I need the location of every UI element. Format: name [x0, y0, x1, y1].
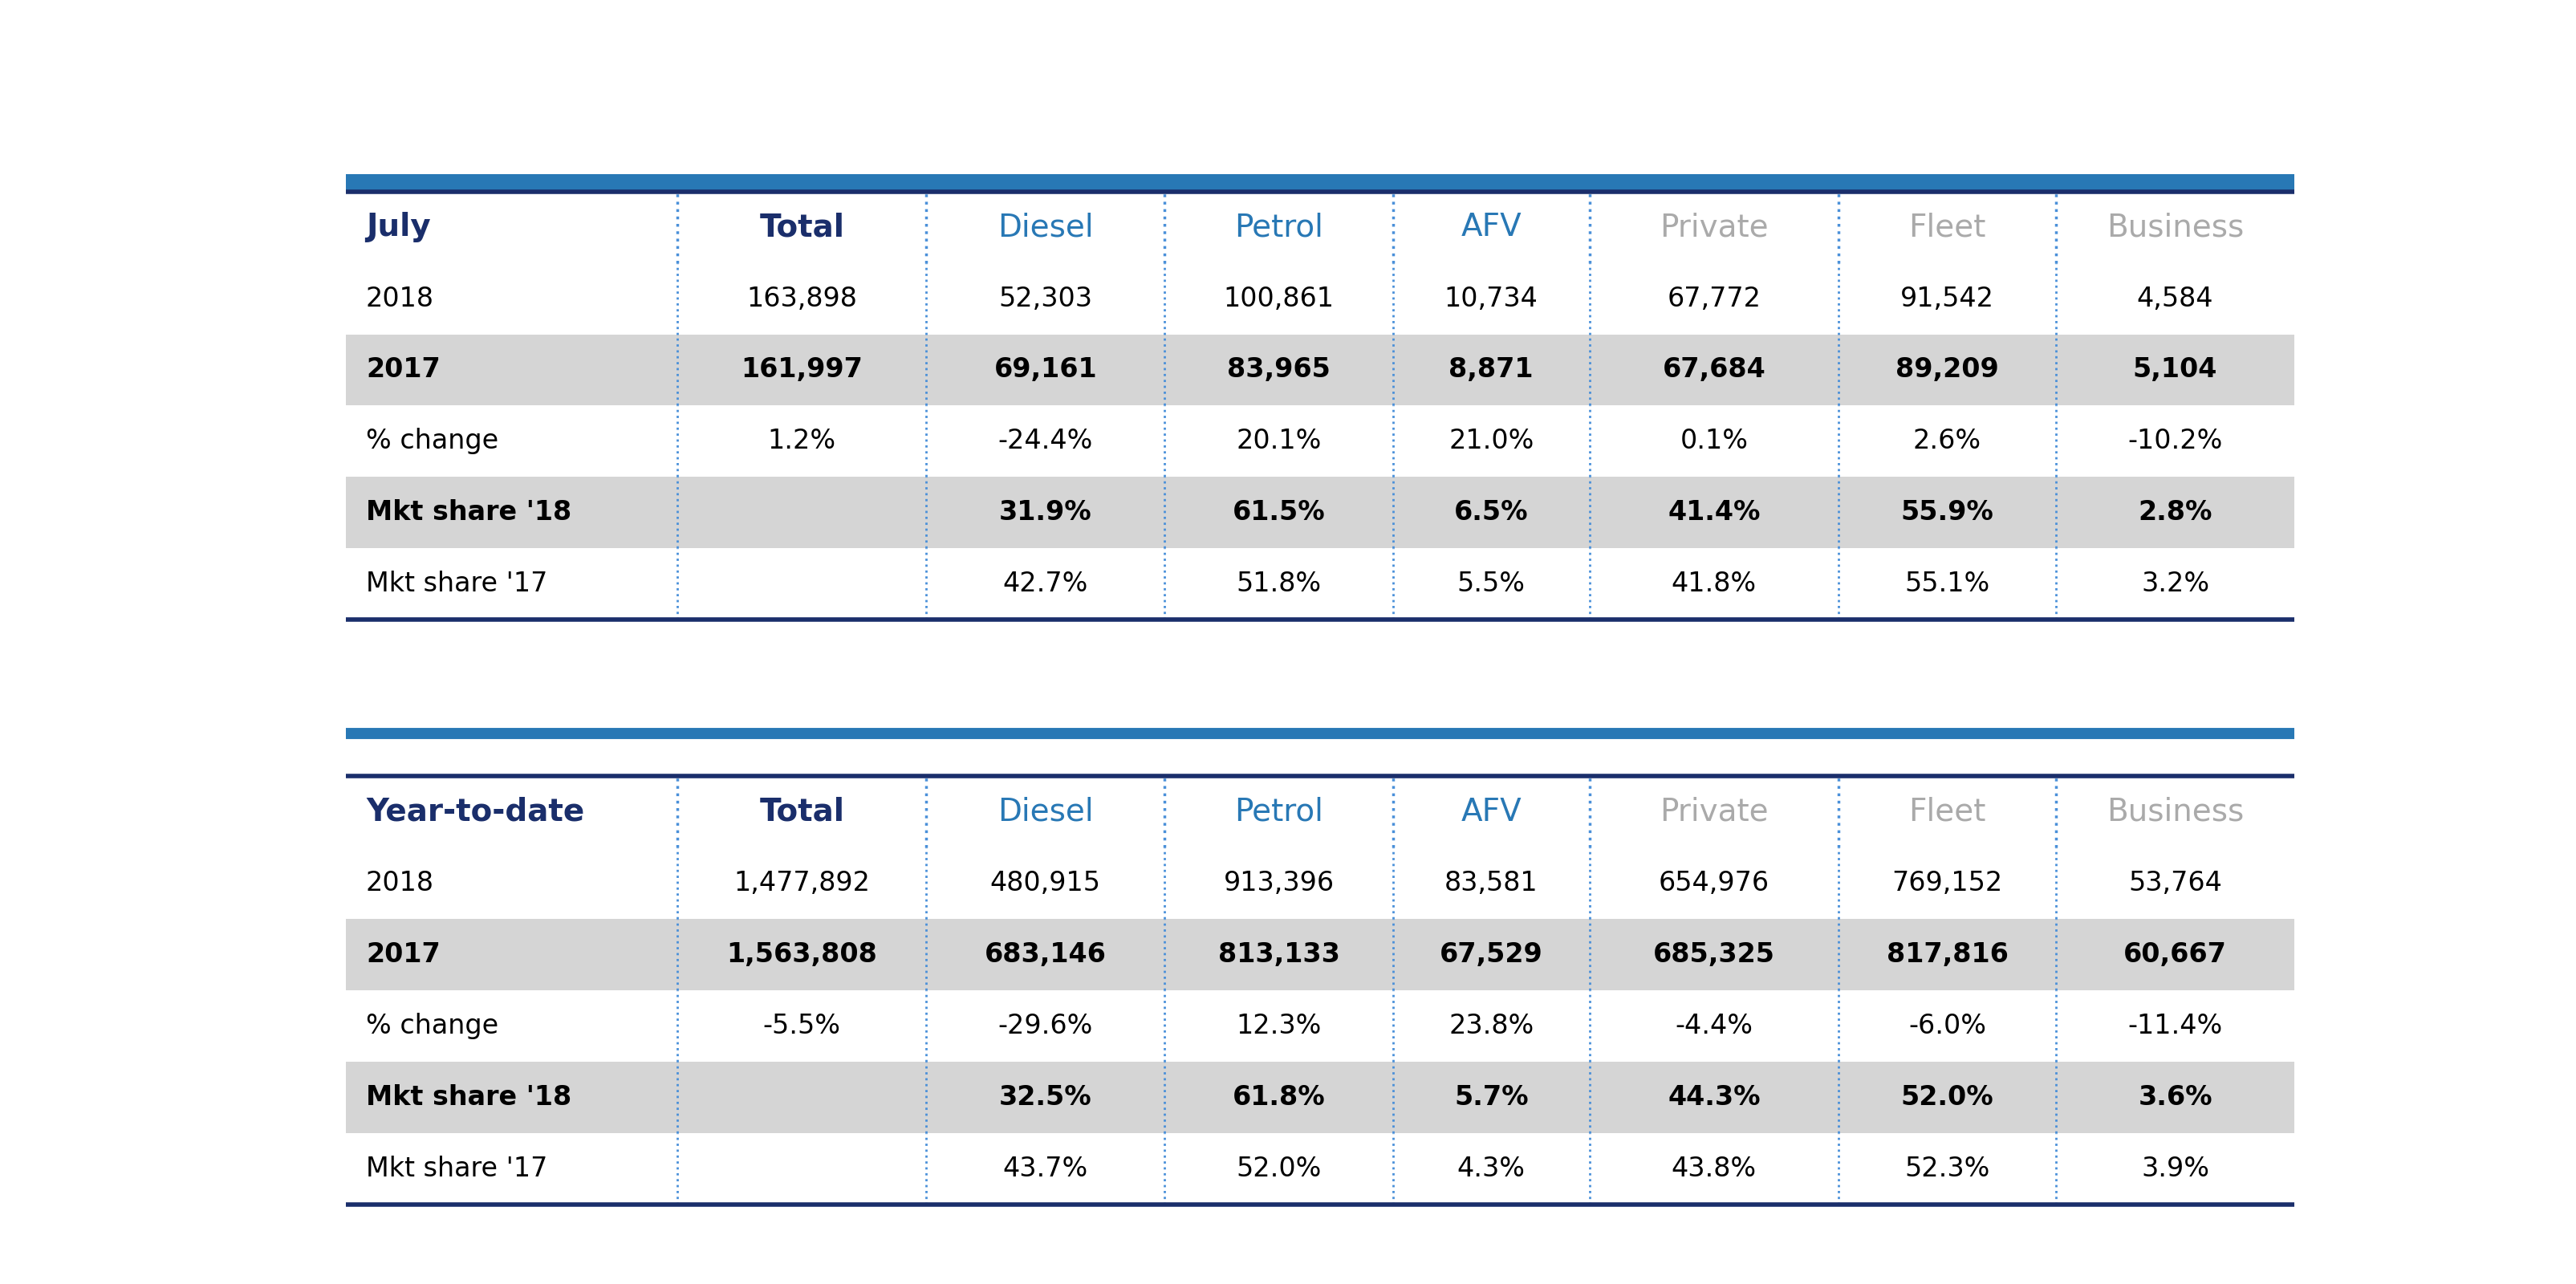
FancyBboxPatch shape	[345, 919, 2295, 990]
Text: Mkt share '17: Mkt share '17	[366, 1156, 549, 1181]
Text: 5.7%: 5.7%	[1453, 1084, 1528, 1111]
FancyBboxPatch shape	[345, 476, 2295, 548]
Text: Mkt share '17: Mkt share '17	[366, 570, 549, 597]
Text: 2018: 2018	[366, 871, 435, 896]
Text: Total: Total	[760, 212, 845, 243]
Text: Business: Business	[2107, 212, 2244, 243]
Text: AFV: AFV	[1461, 797, 1522, 827]
Text: Year-to-date: Year-to-date	[366, 797, 585, 827]
Text: Fleet: Fleet	[1909, 212, 1986, 243]
Text: 23.8%: 23.8%	[1448, 1013, 1533, 1039]
FancyBboxPatch shape	[345, 334, 2295, 406]
Text: Private: Private	[1659, 797, 1770, 827]
Text: 60,667: 60,667	[2123, 941, 2228, 968]
Text: 67,529: 67,529	[1440, 941, 1543, 968]
Text: 100,861: 100,861	[1224, 285, 1334, 312]
Text: 8,871: 8,871	[1448, 357, 1533, 383]
Text: 0.1%: 0.1%	[1680, 428, 1749, 455]
Text: 43.7%: 43.7%	[1002, 1156, 1087, 1181]
Text: 83,581: 83,581	[1445, 871, 1538, 896]
Text: -11.4%: -11.4%	[2128, 1013, 2223, 1039]
Text: 20.1%: 20.1%	[1236, 428, 1321, 455]
Text: Petrol: Petrol	[1234, 797, 1324, 827]
Text: 69,161: 69,161	[994, 357, 1097, 383]
FancyBboxPatch shape	[345, 173, 2295, 191]
Text: Total: Total	[760, 797, 845, 827]
Text: 43.8%: 43.8%	[1672, 1156, 1757, 1181]
Text: 31.9%: 31.9%	[999, 499, 1092, 525]
Text: 52,303: 52,303	[999, 285, 1092, 312]
Text: 2018: 2018	[366, 285, 435, 312]
Text: 52.3%: 52.3%	[1904, 1156, 1989, 1181]
Text: 41.8%: 41.8%	[1672, 570, 1757, 597]
Text: 1.2%: 1.2%	[768, 428, 837, 455]
Text: Diesel: Diesel	[997, 212, 1095, 243]
Text: Petrol: Petrol	[1234, 212, 1324, 243]
Text: 21.0%: 21.0%	[1448, 428, 1533, 455]
Text: 41.4%: 41.4%	[1667, 499, 1759, 525]
Text: 51.8%: 51.8%	[1236, 570, 1321, 597]
Text: Diesel: Diesel	[997, 797, 1095, 827]
Text: 3.6%: 3.6%	[2138, 1084, 2213, 1111]
Text: 91,542: 91,542	[1901, 285, 1994, 312]
Text: 89,209: 89,209	[1896, 357, 1999, 383]
Text: 2017: 2017	[366, 941, 440, 968]
Text: 163,898: 163,898	[747, 285, 858, 312]
Text: 53,764: 53,764	[2128, 871, 2223, 896]
Text: -29.6%: -29.6%	[997, 1013, 1092, 1039]
Text: 161,997: 161,997	[742, 357, 863, 383]
Text: 6.5%: 6.5%	[1453, 499, 1528, 525]
Text: 83,965: 83,965	[1226, 357, 1329, 383]
Text: 55.9%: 55.9%	[1901, 499, 1994, 525]
Text: Business: Business	[2107, 797, 2244, 827]
Text: 12.3%: 12.3%	[1236, 1013, 1321, 1039]
Text: % change: % change	[366, 428, 497, 455]
Text: 654,976: 654,976	[1659, 871, 1770, 896]
Text: 5,104: 5,104	[2133, 357, 2218, 383]
Text: 61.8%: 61.8%	[1231, 1084, 1324, 1111]
Text: 3.2%: 3.2%	[2141, 570, 2210, 597]
Text: 10,734: 10,734	[1445, 285, 1538, 312]
Text: 4,584: 4,584	[2138, 285, 2213, 312]
Text: 61.5%: 61.5%	[1231, 499, 1324, 525]
Text: -24.4%: -24.4%	[997, 428, 1092, 455]
Text: 2.8%: 2.8%	[2138, 499, 2213, 525]
Text: 1,477,892: 1,477,892	[734, 871, 871, 896]
Text: 813,133: 813,133	[1218, 941, 1340, 968]
Text: 480,915: 480,915	[989, 871, 1100, 896]
Text: Mkt share '18: Mkt share '18	[366, 1084, 572, 1111]
Text: 5.5%: 5.5%	[1458, 570, 1525, 597]
Text: 52.0%: 52.0%	[1236, 1156, 1321, 1181]
Text: 44.3%: 44.3%	[1667, 1084, 1759, 1111]
Text: 3.9%: 3.9%	[2141, 1156, 2210, 1181]
Text: 55.1%: 55.1%	[1904, 570, 1989, 597]
Text: 52.0%: 52.0%	[1901, 1084, 1994, 1111]
Text: 769,152: 769,152	[1891, 871, 2002, 896]
Text: -4.4%: -4.4%	[1674, 1013, 1752, 1039]
Text: -6.0%: -6.0%	[1909, 1013, 1986, 1039]
Text: 2017: 2017	[366, 357, 440, 383]
Text: 32.5%: 32.5%	[999, 1084, 1092, 1111]
Text: 683,146: 683,146	[984, 941, 1108, 968]
Text: -10.2%: -10.2%	[2128, 428, 2223, 455]
Text: Private: Private	[1659, 212, 1770, 243]
FancyBboxPatch shape	[345, 1062, 2295, 1132]
Text: Mkt share '18: Mkt share '18	[366, 499, 572, 525]
Text: 67,772: 67,772	[1667, 285, 1762, 312]
Text: AFV: AFV	[1461, 212, 1522, 243]
Text: 4.3%: 4.3%	[1458, 1156, 1525, 1181]
Text: 685,325: 685,325	[1654, 941, 1775, 968]
Text: % change: % change	[366, 1013, 497, 1039]
Text: 1,563,808: 1,563,808	[726, 941, 878, 968]
Text: 913,396: 913,396	[1224, 871, 1334, 896]
Text: -5.5%: -5.5%	[762, 1013, 840, 1039]
Text: 67,684: 67,684	[1662, 357, 1765, 383]
Text: July: July	[366, 212, 430, 243]
Text: 42.7%: 42.7%	[1002, 570, 1087, 597]
Text: 2.6%: 2.6%	[1914, 428, 1981, 455]
Text: Fleet: Fleet	[1909, 797, 1986, 827]
Text: 817,816: 817,816	[1886, 941, 2009, 968]
